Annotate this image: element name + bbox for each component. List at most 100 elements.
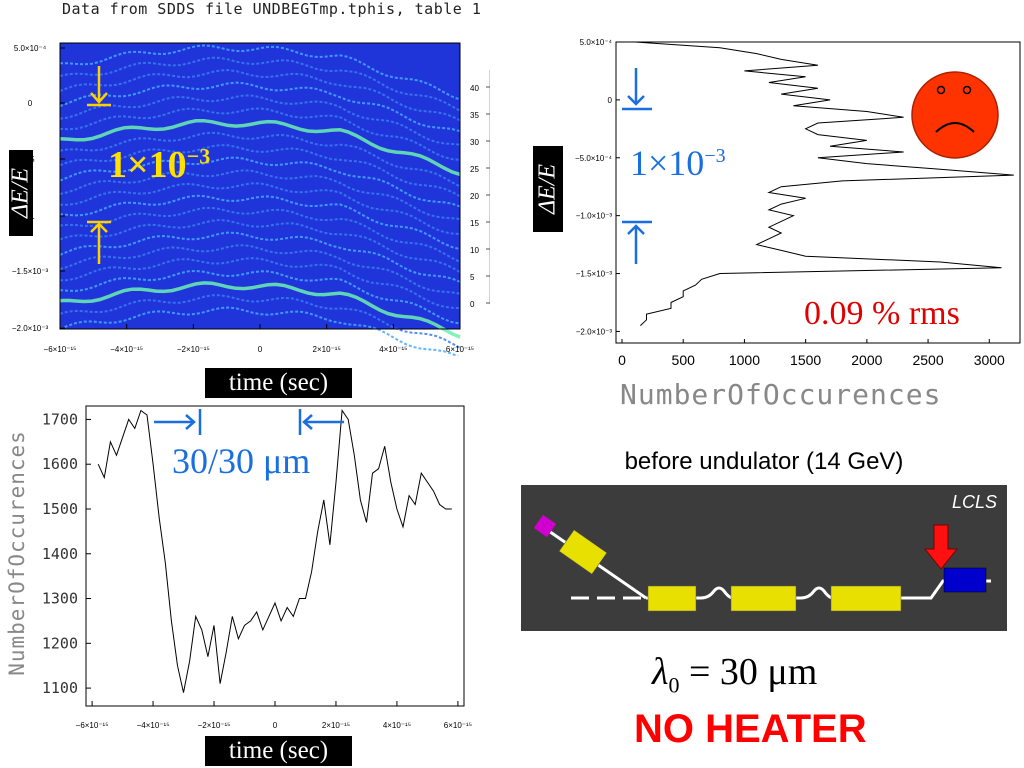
heatmap-band [59,81,461,133]
projection-y-tick: 5.0×10⁻⁴ [580,38,613,47]
projection-y-tick: −2.0×10⁻³ [576,327,613,336]
heatmap-band [59,231,461,283]
heatmap-x-tick: −6×10⁻¹⁵ [44,345,77,354]
projection-y-tick: −1.5×10⁻³ [576,270,613,279]
heatmap-band [59,182,461,236]
undulator-block [943,567,987,593]
time-projection-y-tick: 1200 [42,634,78,652]
heatmap-bands [59,44,461,359]
wavelength-marker-label: 30/30 μm [172,441,311,481]
heatmap-x-tick: −4×10⁻¹⁵ [110,345,143,354]
heatmap-ylabel: ΔE/E [8,150,34,236]
arrow-down-icon [622,68,652,111]
colorbar: 40 35 30 25 20 15 10 5 0 [470,69,510,309]
projection-x-tick: 1500 [790,352,821,368]
projection-x-tick: 3000 [974,352,1005,368]
heatmap-spacing-label: 1×10−3 [108,143,211,186]
heatmap-panel: 5.0×10⁻⁴0−5−1−1.5×10⁻³−2.0×10⁻³ −6×10⁻¹⁵… [0,36,510,359]
beamline-caption: before undulator (14 GeV) [624,448,904,475]
time-projection-x-tick: 2×10⁻¹⁵ [322,721,350,730]
projection-x-tick: 2500 [912,352,943,368]
time-projection-xlabel: time (sec) [205,736,352,766]
projection-line [634,41,1014,326]
arrow-left-icon [298,409,344,435]
heatmap-y-tick: 0 [28,99,33,108]
plot-title: Data from SDDS file UNDBEGTmp.tphis, tab… [62,0,482,18]
time-projection-x-tick: −2×10⁻¹⁵ [198,721,231,730]
projection-y-tick: 0 [608,96,613,105]
projection-spacing-label: 1×10−3 [630,143,726,183]
colorbar-tick: 40 [470,84,479,93]
colorbar-tick: 10 [470,246,479,255]
time-projection-y-tick: 1500 [42,500,78,518]
heatmap-xlabel: time (sec) [205,368,352,398]
time-projection-ylabel: NumberOfOccurences [5,430,29,676]
time-projection-y-tick: 1600 [42,455,78,473]
time-projection-x-tick: 0 [273,721,278,730]
no-heater-label: NO HEATER [634,707,867,751]
colorbar-tick: 15 [470,219,479,228]
time-projection-y-tick: 1300 [42,590,78,608]
projection-arrows [622,68,652,264]
heatmap-x-tick: 2×10⁻¹⁵ [313,345,341,354]
heatmap-band [59,218,461,273]
projection-x-tick: 0 [618,352,626,368]
rms-label: 0.09 % rms [804,295,960,332]
time-projection-y-tick: 1700 [42,410,78,428]
heatmap-x-ticks: −6×10⁻¹⁵ −4×10⁻¹⁵ −2×10⁻¹⁵ 0 2×10⁻¹⁵ 4×10⁻¹⁵ 6… [44,324,474,354]
heatmap-band [59,94,461,146]
projection-y-tick: −1.0×10⁻³ [576,212,613,221]
time-projection-x-tick: −6×10⁻¹⁵ [76,721,109,730]
heatmap-band [59,69,461,122]
heatmap-x-tick: 6×10⁻¹⁵ [446,345,474,354]
heatmap-arrows [87,66,111,264]
magnet-1 [647,585,697,612]
dogleg-magnet [558,529,608,575]
time-projection-chart: 1700 1600 1500 1400 1300 1200 1100 −6×10⁻¹⁵ −4×… [42,405,472,730]
time-projection-y-tick: 1100 [42,679,78,697]
measurement-arrow-icon [923,524,959,570]
time-projection-panel: 1700 1600 1500 1400 1300 1200 1100 −6×10⁻¹⁵ −4×… [0,400,500,740]
wavelength-marker-arrows [154,409,344,435]
heatmap-band [59,156,461,208]
colorbar-tick: 0 [470,300,475,309]
projection-y-tick: −5.0×10⁻⁴ [575,154,613,163]
magnet-3 [830,585,902,612]
time-projection-y-tick: 1400 [42,545,78,563]
projection-ylabel: ΔE/E [533,146,563,232]
heatmap-x-tick: −2×10⁻¹⁵ [177,345,210,354]
colorbar-tick: 20 [470,192,479,201]
projection-x-tick: 500 [672,352,696,368]
heatmap-band [59,306,461,359]
heatmap-x-tick: 0 [258,345,263,354]
heatmap-y-tick: −2.0×10⁻³ [12,324,49,333]
heatmap-band [59,281,461,339]
colorbar-tick: 30 [470,138,479,147]
heatmap-x-tick: 4×10⁻¹⁵ [379,345,407,354]
main-beam-line [646,579,991,600]
heatmap-y-tick: 5.0×10⁻⁴ [14,44,47,53]
heatmap-band [59,118,461,177]
time-projection-x-tick: 6×10⁻¹⁵ [444,721,472,730]
time-projection-x-tick: 4×10⁻¹⁵ [383,721,411,730]
arrow-up-icon [622,220,652,264]
arrow-right-icon [154,409,202,435]
colorbar-tick: 35 [470,111,479,120]
projection-xlabel: NumberOfOccurences [620,378,942,411]
heatmap-band [59,257,461,310]
heatmap-band [59,244,461,295]
colorbar-tick: 25 [470,165,479,174]
frowning-face-icon [911,71,999,159]
magnet-2 [730,585,797,612]
lambda-label: λ0 = 30 μm [652,651,818,698]
arrow-up-icon [87,220,111,264]
projection-x-tick: 2000 [851,352,882,368]
heatmap-band [59,144,461,198]
magenta-magnet [533,514,557,538]
heatmap-band [59,169,461,220]
projection-x-tick: 1000 [729,352,760,368]
time-projection-line [97,409,452,693]
beamline-diagram: LCLS [521,485,1007,631]
heatmap-y-tick: −1.5×10⁻³ [12,267,49,276]
heatmap-chart: 5.0×10⁻⁴0−5−1−1.5×10⁻³−2.0×10⁻³ −6×10⁻¹⁵… [12,42,510,359]
